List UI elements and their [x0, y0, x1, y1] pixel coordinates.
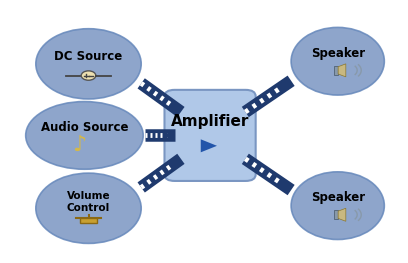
- Polygon shape: [338, 64, 346, 77]
- Text: Speaker: Speaker: [310, 47, 365, 60]
- Text: ♪: ♪: [73, 134, 87, 154]
- Bar: [80, 218, 98, 222]
- Polygon shape: [338, 208, 346, 221]
- Polygon shape: [201, 139, 217, 152]
- Polygon shape: [335, 210, 338, 219]
- Text: Audio Source: Audio Source: [41, 121, 128, 134]
- Polygon shape: [335, 66, 338, 75]
- Text: Speaker: Speaker: [310, 191, 365, 204]
- Text: Volume
Control: Volume Control: [67, 191, 110, 213]
- Circle shape: [81, 71, 96, 80]
- Ellipse shape: [26, 102, 143, 169]
- Text: DC Source: DC Source: [54, 49, 123, 63]
- Ellipse shape: [36, 29, 141, 99]
- Ellipse shape: [36, 173, 141, 243]
- Ellipse shape: [291, 172, 384, 240]
- FancyBboxPatch shape: [164, 90, 256, 181]
- Ellipse shape: [291, 27, 384, 95]
- Text: Amplifier: Amplifier: [171, 114, 249, 129]
